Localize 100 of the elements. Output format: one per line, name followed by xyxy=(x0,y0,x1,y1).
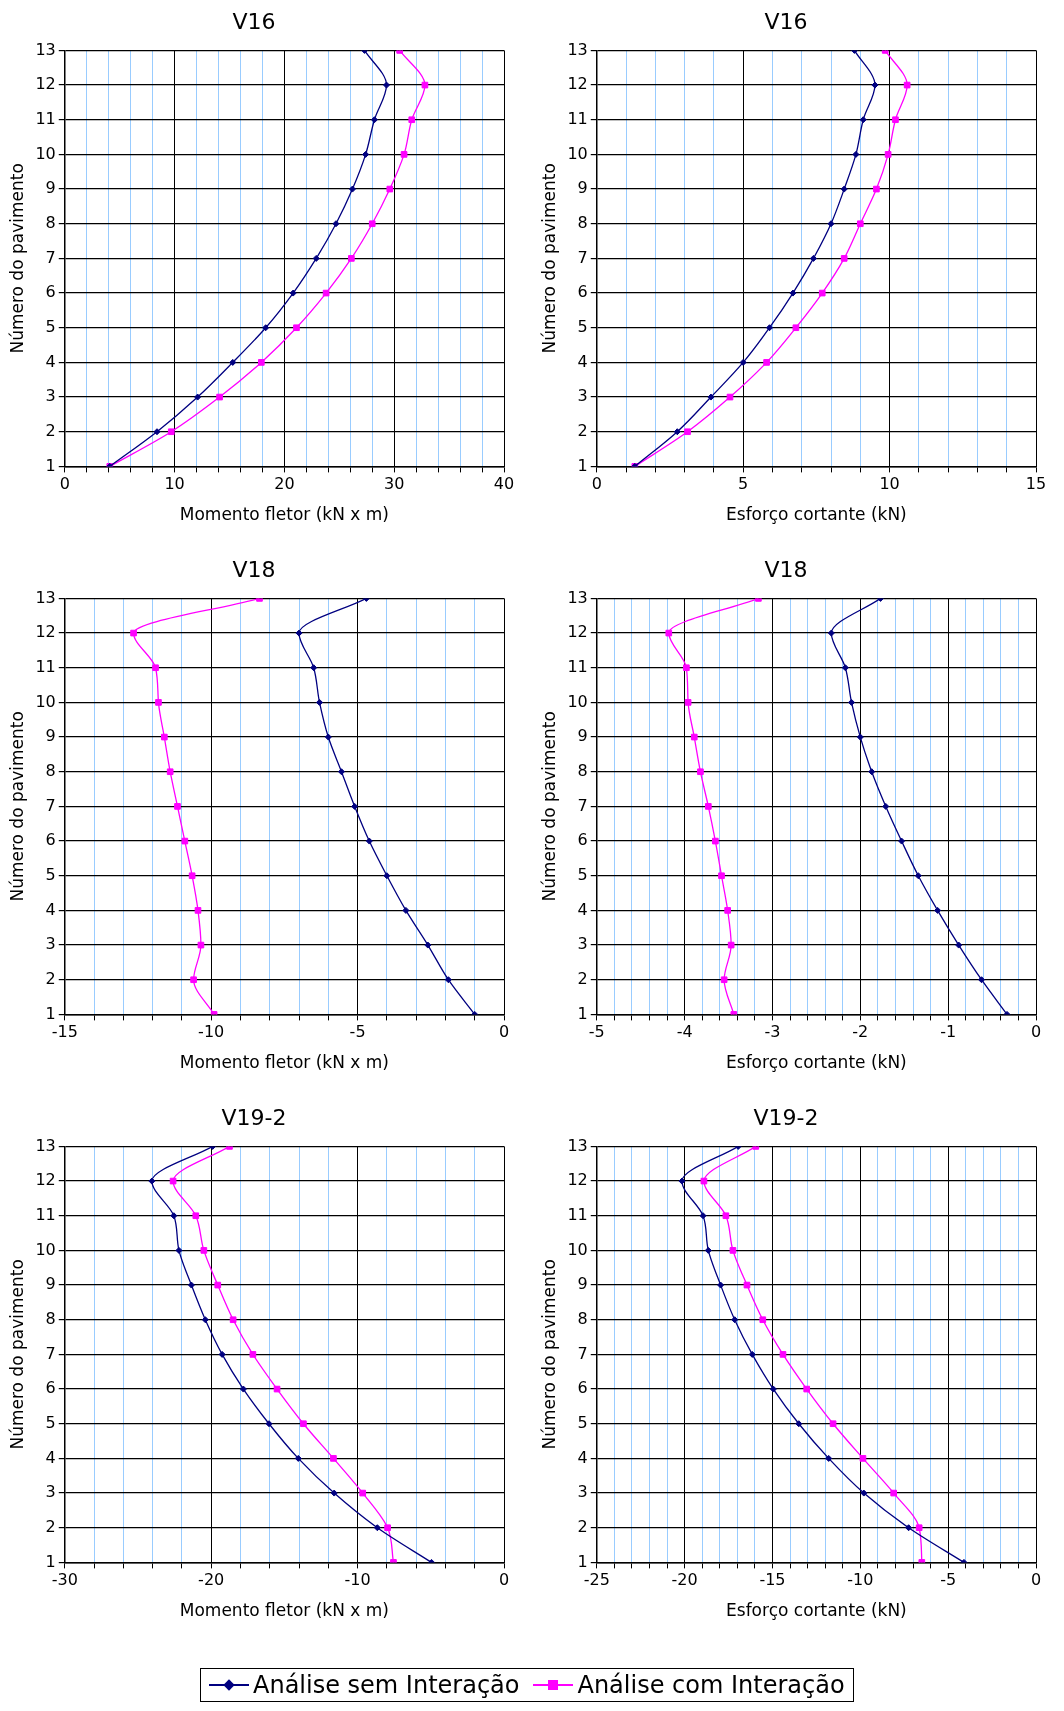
y-axis-title: Número do pavimento xyxy=(6,711,27,902)
y-tick-label: 9 xyxy=(45,1274,56,1294)
y-tick-label: 13 xyxy=(35,1135,56,1155)
y-tick-label: 4 xyxy=(577,351,588,371)
y-tick-label: 10 xyxy=(35,691,56,711)
x-tick-label: -3 xyxy=(764,1022,781,1042)
y-tick-label: 6 xyxy=(577,830,588,850)
x-tick-label: 10 xyxy=(879,474,900,494)
y-tick-label: 7 xyxy=(577,1343,588,1363)
y-tick-label: 1 xyxy=(577,1003,588,1023)
y-tick-label: 3 xyxy=(577,1482,588,1502)
legend-label: Análise sem Interação xyxy=(253,1671,520,1699)
y-tick-label: 8 xyxy=(45,760,56,780)
y-tick-label: 4 xyxy=(45,351,56,371)
y-axis-title: Número do pavimento xyxy=(538,711,559,902)
x-tick-label: 15 xyxy=(1025,474,1047,494)
y-tick-label: 10 xyxy=(567,691,588,711)
x-axis-title: Esforço cortante (kN) xyxy=(726,504,907,525)
x-tick-label: -5 xyxy=(349,1022,366,1042)
x-tick-label: -4 xyxy=(676,1022,693,1042)
y-tick-label: 5 xyxy=(45,864,56,884)
y-tick-label: 10 xyxy=(35,1239,56,1259)
y-tick-label: 9 xyxy=(577,1274,588,1294)
y-tick-label: 3 xyxy=(45,934,56,954)
y-tick-label: 11 xyxy=(567,108,588,128)
y-tick-label: 7 xyxy=(45,247,56,267)
y-tick-label: 2 xyxy=(577,1516,588,1536)
chart-title: V16 xyxy=(232,8,276,34)
y-tick-label: 11 xyxy=(35,108,56,128)
x-axis-title: Esforço cortante (kN) xyxy=(726,1052,907,1073)
y-tick-label: 13 xyxy=(567,39,588,59)
y-axis-title: Número do pavimento xyxy=(6,163,27,354)
y-tick-label: 12 xyxy=(567,1170,588,1190)
y-tick-label: 9 xyxy=(45,178,56,198)
x-tick-label: -5 xyxy=(940,1570,957,1590)
x-tick-label: 0 xyxy=(591,474,602,494)
x-tick-label: 30 xyxy=(384,474,405,494)
y-tick-label: 2 xyxy=(45,1516,56,1536)
y-tick-label: 2 xyxy=(577,968,588,988)
y-tick-label: 3 xyxy=(577,386,588,406)
y-tick-label: 8 xyxy=(45,212,56,232)
chart-title: V18 xyxy=(232,556,276,582)
chart-title: V18 xyxy=(764,556,808,582)
y-tick-label: 4 xyxy=(45,899,56,919)
y-tick-label: 4 xyxy=(45,1447,56,1467)
y-tick-label: 8 xyxy=(45,1308,56,1328)
y-tick-label: 11 xyxy=(35,1204,56,1224)
x-tick-label: -10 xyxy=(198,1022,225,1042)
x-tick-label: 0 xyxy=(59,474,70,494)
y-tick-label: 13 xyxy=(567,1135,588,1155)
y-tick-label: 3 xyxy=(577,934,588,954)
y-tick-label: 2 xyxy=(45,420,56,440)
x-tick-label: -30 xyxy=(51,1570,78,1590)
y-tick-label: 6 xyxy=(45,282,56,302)
x-tick-label: -15 xyxy=(759,1570,786,1590)
y-tick-label: 12 xyxy=(35,1170,56,1190)
y-tick-label: 4 xyxy=(577,899,588,919)
y-tick-label: 8 xyxy=(577,1308,588,1328)
x-tick-label: 0 xyxy=(1030,1022,1042,1042)
y-tick-label: 5 xyxy=(577,316,588,336)
y-tick-label: 12 xyxy=(35,622,56,642)
y-tick-label: 2 xyxy=(577,420,588,440)
x-tick-label: 5 xyxy=(738,474,749,494)
x-tick-label: 40 xyxy=(493,474,515,494)
x-tick-label: -2 xyxy=(852,1022,869,1042)
y-tick-label: 7 xyxy=(577,247,588,267)
x-tick-label: -5 xyxy=(588,1022,605,1042)
y-tick-label: 6 xyxy=(45,830,56,850)
y-tick-label: 2 xyxy=(45,968,56,988)
y-tick-label: 3 xyxy=(45,386,56,406)
x-tick-label: 0 xyxy=(498,1022,510,1042)
y-tick-label: 7 xyxy=(577,795,588,815)
y-tick-label: 9 xyxy=(577,178,588,198)
y-tick-label: 1 xyxy=(45,1003,56,1023)
y-axis-title: Número do pavimento xyxy=(6,1259,27,1450)
y-tick-label: 10 xyxy=(567,143,588,163)
y-tick-label: 12 xyxy=(35,74,56,94)
y-tick-label: 1 xyxy=(577,455,588,475)
y-axis-title: Número do pavimento xyxy=(538,163,559,354)
y-tick-label: 10 xyxy=(35,143,56,163)
x-tick-label: -25 xyxy=(583,1570,610,1590)
y-tick-label: 5 xyxy=(577,1412,588,1432)
y-tick-label: 7 xyxy=(45,795,56,815)
x-axis-title: Momento fletor (kN x m) xyxy=(179,504,389,525)
x-axis-title: Momento fletor (kN x m) xyxy=(179,1600,389,1621)
y-tick-label: 8 xyxy=(577,760,588,780)
y-tick-label: 7 xyxy=(45,1343,56,1363)
x-tick-label: 0 xyxy=(1030,1570,1042,1590)
x-tick-label: -10 xyxy=(344,1570,371,1590)
y-tick-label: 12 xyxy=(567,622,588,642)
y-tick-label: 4 xyxy=(577,1447,588,1467)
x-tick-label: -20 xyxy=(671,1570,698,1590)
x-tick-label: -10 xyxy=(847,1570,874,1590)
y-tick-label: 3 xyxy=(45,1482,56,1502)
y-axis-title: Número do pavimento xyxy=(538,1259,559,1450)
y-tick-label: 6 xyxy=(45,1378,56,1398)
x-tick-label: -15 xyxy=(51,1022,78,1042)
y-tick-label: 10 xyxy=(567,1239,588,1259)
y-tick-label: 1 xyxy=(577,1551,588,1571)
y-tick-label: 13 xyxy=(35,39,56,59)
